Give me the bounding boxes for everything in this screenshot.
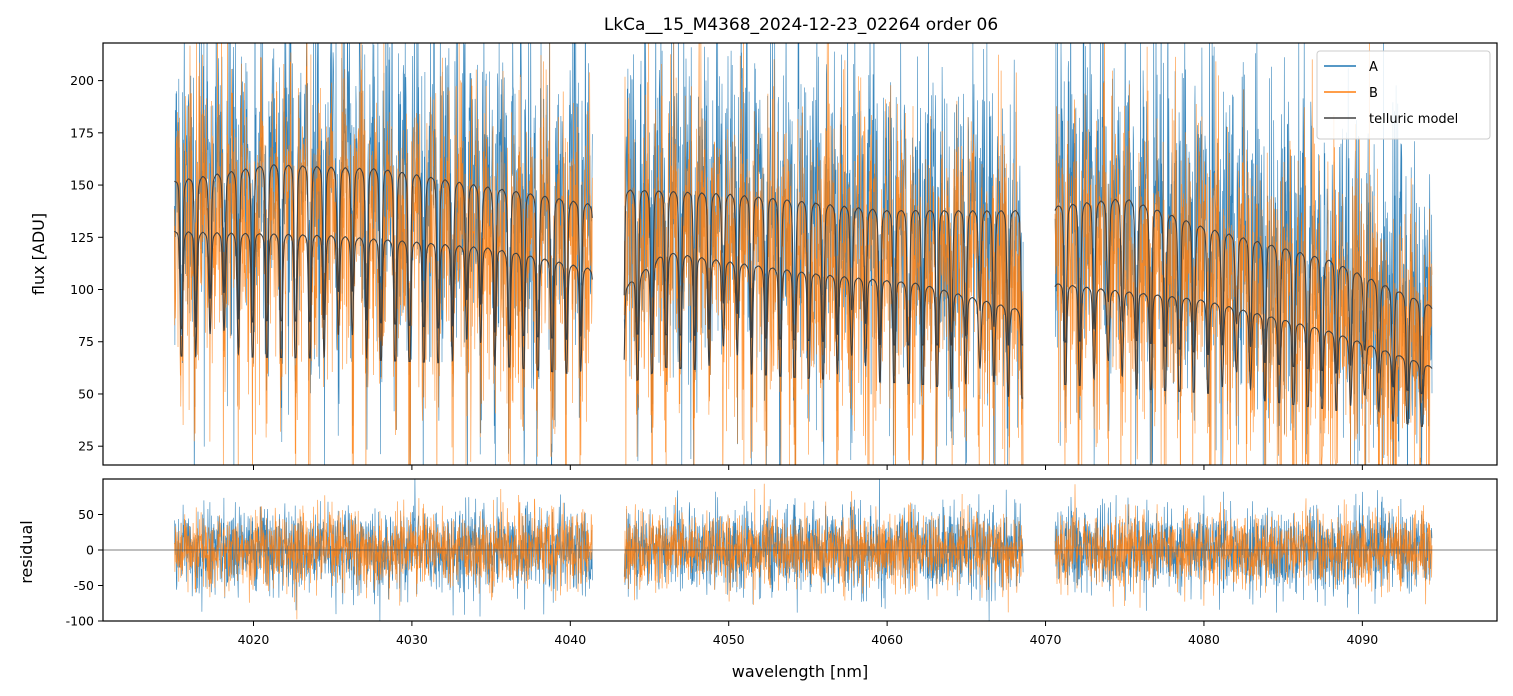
residual-b-segment-3 bbox=[1054, 484, 1433, 608]
y-tick-label: 125 bbox=[70, 230, 94, 245]
x-axis-label: wavelength [nm] bbox=[732, 662, 869, 681]
legend-label-a: A bbox=[1369, 60, 1378, 75]
x-tick-label: 4090 bbox=[1346, 632, 1378, 647]
residual-b-segment-1 bbox=[174, 488, 593, 620]
y-tick-label: 50 bbox=[78, 507, 94, 522]
flux-panel: 25 50 75 100 125 150 175 200 flux [ADU] bbox=[29, 42, 1498, 470]
series-b-segment-3 bbox=[1054, 43, 1433, 465]
x-tick-label: 4030 bbox=[396, 632, 428, 647]
telluric-model-b-segment-3 bbox=[1054, 283, 1433, 428]
x-tick-label: 4080 bbox=[1188, 632, 1220, 647]
legend-box bbox=[1316, 50, 1491, 140]
legend: A B telluric model bbox=[1316, 50, 1491, 140]
y-tick-label: 150 bbox=[70, 178, 94, 193]
residual-panel: -100 -50 0 50 4020 4030 4040 4050 4060 4070 4080 4… bbox=[17, 478, 1498, 647]
residual-a-segment-2 bbox=[623, 479, 1024, 621]
residual-b-segment-2 bbox=[623, 483, 1024, 613]
x-tick-label: 4070 bbox=[1030, 632, 1062, 647]
y-tick-label: 175 bbox=[70, 125, 94, 140]
chart-title: LkCa__15_M4368_2024-12-23_02264 order 06 bbox=[604, 15, 998, 35]
telluric-model-a-segment-3 bbox=[1054, 198, 1433, 395]
y-tick-label: -50 bbox=[74, 578, 94, 593]
y-tick-label: 25 bbox=[78, 439, 94, 454]
legend-label-telluric: telluric model bbox=[1369, 112, 1458, 127]
y-tick-label: 100 bbox=[70, 282, 94, 297]
legend-label-b: B bbox=[1369, 86, 1378, 101]
y-tick-label: 75 bbox=[78, 334, 94, 349]
y-tick-label: 0 bbox=[86, 543, 94, 558]
telluric-model-b-segment-2 bbox=[623, 252, 1024, 399]
y-tick-label: -100 bbox=[66, 614, 94, 629]
x-tick-label: 4050 bbox=[713, 632, 745, 647]
residual-ylabel: residual bbox=[17, 520, 36, 583]
flux-ylabel: flux [ADU] bbox=[29, 213, 48, 295]
x-tick-label: 4020 bbox=[238, 632, 270, 647]
flux-axes-frame bbox=[102, 42, 1498, 466]
x-tick-label: 4060 bbox=[871, 632, 903, 647]
y-tick-label: 50 bbox=[78, 386, 94, 401]
telluric-model-b-segment-1 bbox=[174, 230, 593, 375]
series-b-segment-2 bbox=[623, 43, 1024, 465]
telluric-model-a-segment-2 bbox=[623, 189, 1024, 346]
x-tick-label: 4040 bbox=[554, 632, 586, 647]
y-tick-label: 200 bbox=[70, 73, 94, 88]
